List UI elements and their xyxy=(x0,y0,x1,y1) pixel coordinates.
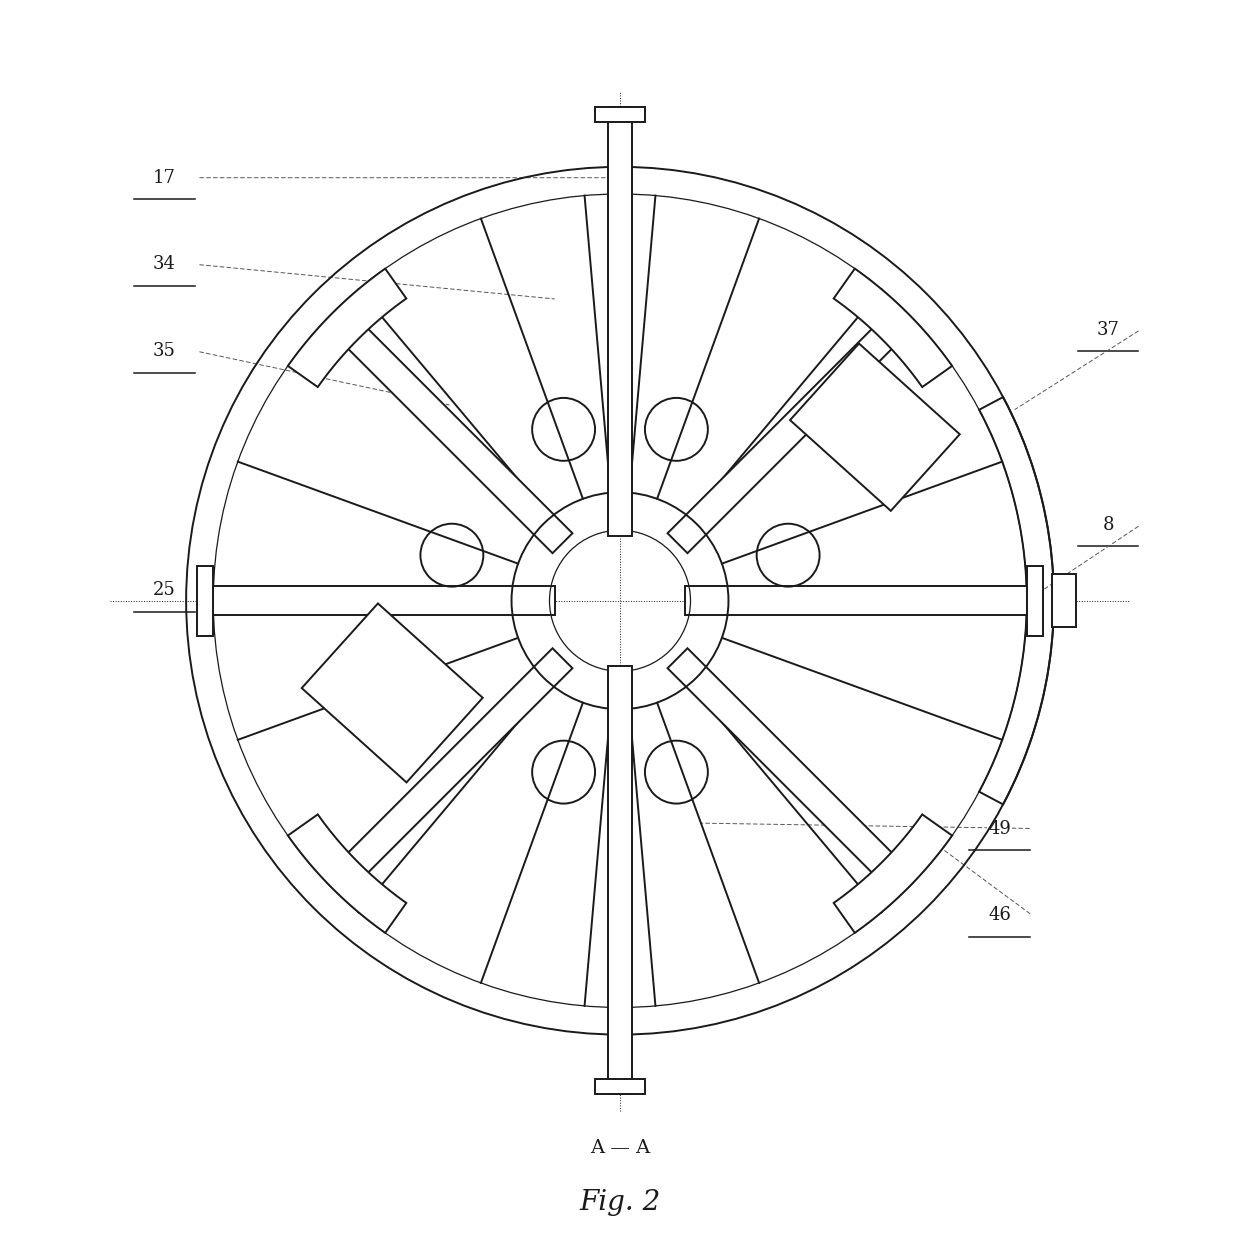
Bar xyxy=(608,666,632,1095)
Text: 37: 37 xyxy=(1096,321,1120,338)
Polygon shape xyxy=(667,648,906,887)
Bar xyxy=(608,107,632,536)
Text: 35: 35 xyxy=(153,342,176,360)
Text: 49: 49 xyxy=(988,819,1011,838)
Text: Fig. 2: Fig. 2 xyxy=(579,1190,661,1217)
Polygon shape xyxy=(833,814,952,933)
Bar xyxy=(1052,574,1075,627)
Polygon shape xyxy=(980,397,1054,805)
Text: 25: 25 xyxy=(153,581,176,598)
Bar xyxy=(595,1079,645,1095)
Polygon shape xyxy=(301,603,482,782)
Text: 17: 17 xyxy=(153,169,176,186)
Polygon shape xyxy=(288,814,407,933)
Polygon shape xyxy=(334,648,573,887)
Polygon shape xyxy=(288,269,407,387)
Polygon shape xyxy=(334,315,573,553)
Bar xyxy=(197,565,213,636)
Bar xyxy=(595,107,645,122)
Polygon shape xyxy=(667,315,906,553)
Bar xyxy=(1027,565,1043,636)
Text: 8: 8 xyxy=(1102,516,1114,534)
Polygon shape xyxy=(790,343,960,511)
Text: 46: 46 xyxy=(988,906,1011,924)
Text: A — A: A — A xyxy=(590,1139,650,1157)
Text: 34: 34 xyxy=(153,255,176,274)
Bar xyxy=(213,586,556,616)
Polygon shape xyxy=(833,269,952,387)
Bar xyxy=(684,586,1027,616)
